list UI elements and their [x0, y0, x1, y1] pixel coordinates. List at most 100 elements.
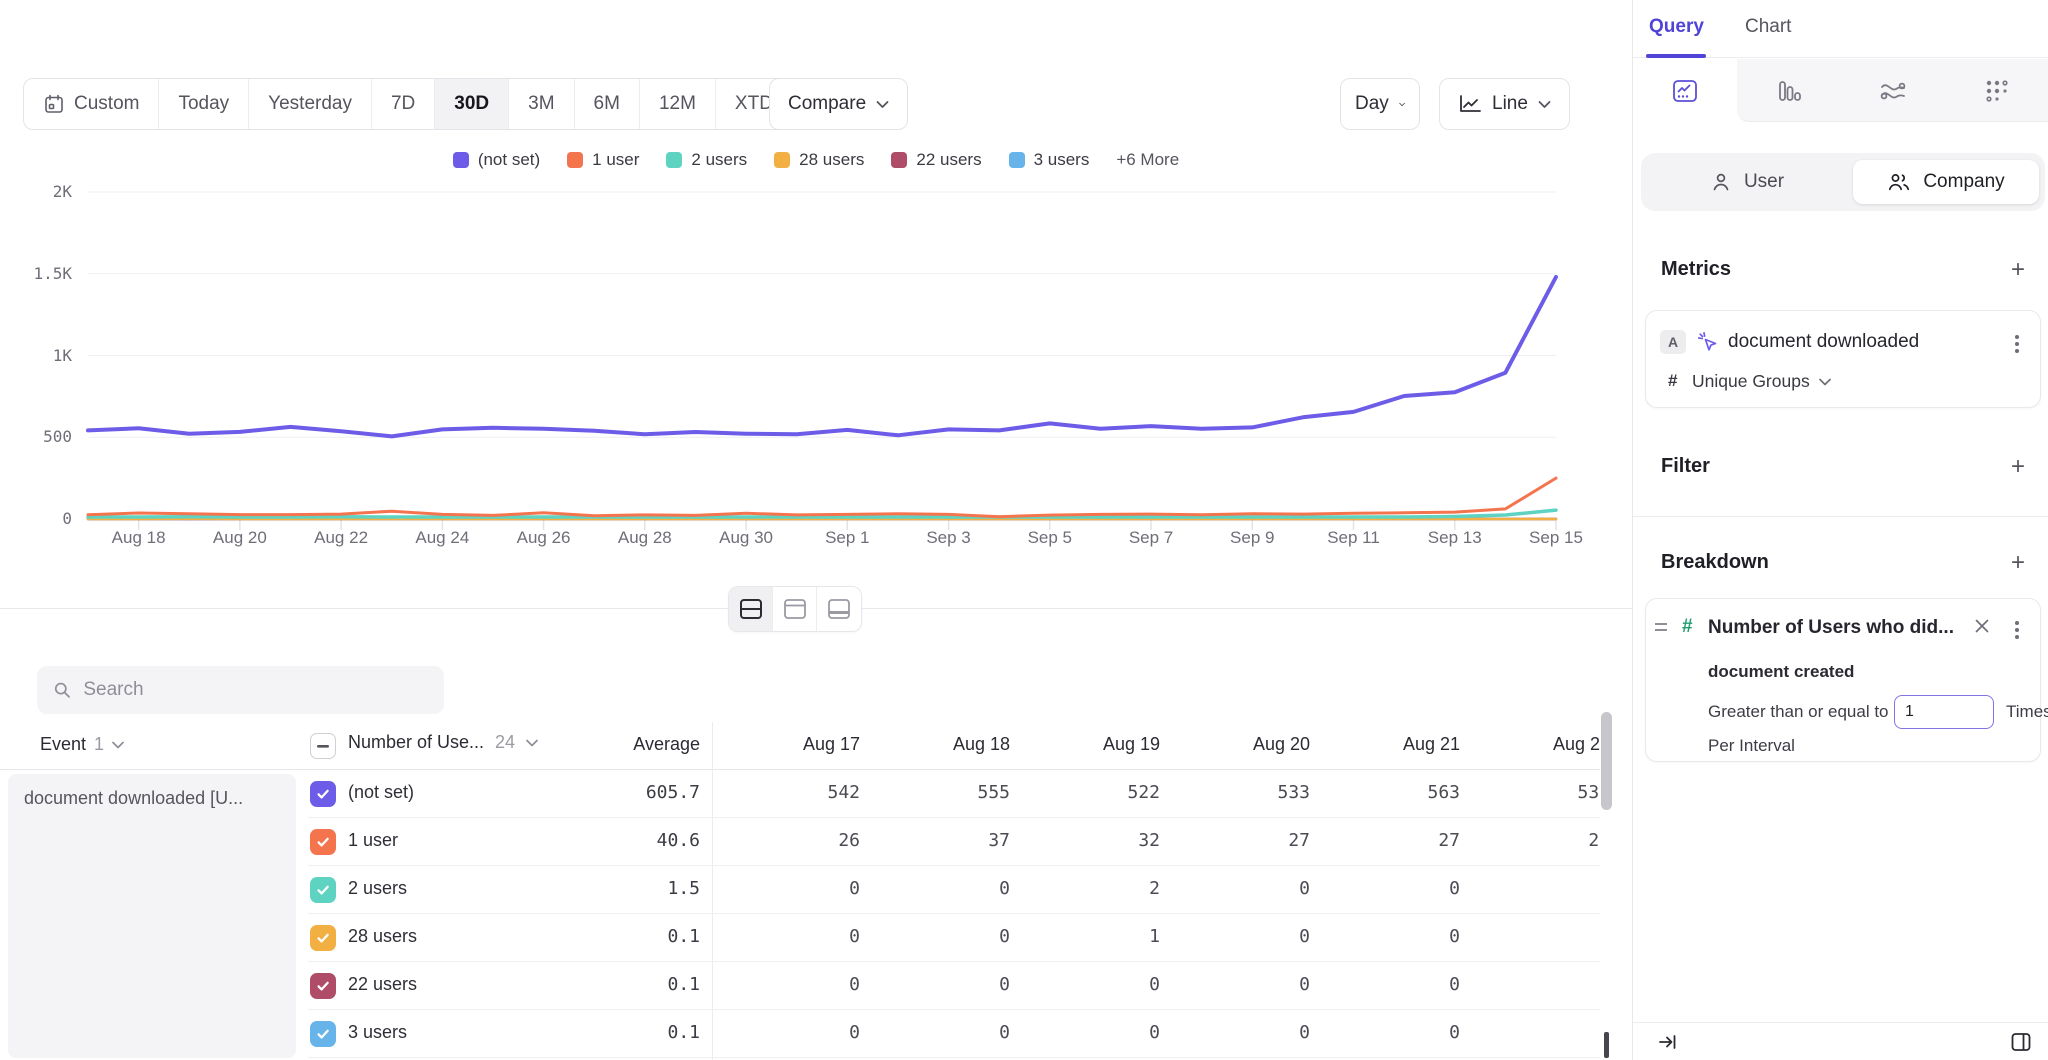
add-filter-button[interactable]: +	[2004, 453, 2032, 481]
dots-grid-icon	[1984, 78, 2010, 104]
row-label: 1 user	[348, 830, 398, 851]
breakdown-title[interactable]: Number of Users who did...	[1708, 617, 1954, 639]
row-value: 0	[1168, 1022, 1310, 1043]
query-panel: Query Chart User	[1632, 0, 2048, 1060]
layout-split-icon	[738, 597, 764, 621]
row-checkbox[interactable]	[310, 781, 336, 807]
chevron-down-icon	[1819, 378, 1831, 386]
row-value: 28	[1468, 830, 1600, 851]
series-header-count: 24	[495, 732, 515, 753]
x-axis-label: Sep 15	[1516, 528, 1596, 548]
row-value: 32	[1018, 830, 1160, 851]
sidebar-layout-icon[interactable]	[2009, 1030, 2033, 1054]
row-value: 0	[868, 974, 1010, 995]
row-value: 0	[868, 878, 1010, 899]
metric-menu-button[interactable]	[2006, 335, 2028, 353]
tab-flow-chart[interactable]	[1841, 59, 1945, 122]
scope-toggle: User Company	[1641, 153, 2045, 211]
check-icon	[316, 835, 330, 849]
results-table: Event 1 Number of Use... 24 Average Aug …	[0, 722, 1600, 1060]
drag-handle-icon[interactable]	[1655, 623, 1667, 631]
event-header-count: 1	[94, 734, 104, 755]
date-column-header[interactable]: Aug 20	[1168, 734, 1310, 755]
add-breakdown-button[interactable]: +	[2004, 549, 2032, 577]
date-column-header[interactable]: Aug 17	[718, 734, 860, 755]
row-value: 27	[1318, 830, 1460, 851]
chart-type-tabs	[1633, 59, 2048, 122]
row-average: 605.7	[560, 782, 700, 803]
breakdown-menu-button[interactable]	[2006, 621, 2028, 639]
x-axis-label: Sep 9	[1212, 528, 1292, 548]
row-value: 0	[1318, 1022, 1460, 1043]
panel-toggle-icon[interactable]	[1604, 1032, 1609, 1058]
metric-name: document downloaded	[1728, 331, 1919, 353]
bar-chart-icon	[1775, 78, 1803, 104]
series-header-label: Number of Use...	[348, 732, 484, 753]
row-value: 0	[1318, 974, 1460, 995]
y-axis-label: 1.5K	[14, 264, 72, 283]
tab-line-chart[interactable]	[1633, 59, 1737, 122]
chevron-down-icon	[526, 739, 538, 747]
times-input[interactable]	[1894, 695, 1994, 729]
layout-split-button[interactable]	[729, 587, 773, 631]
x-axis-label: Aug 30	[706, 528, 786, 548]
row-checkbox[interactable]	[310, 877, 336, 903]
tab-chart[interactable]: Chart	[1745, 16, 1791, 38]
row-checkbox[interactable]	[310, 925, 336, 951]
date-column-header[interactable]: Aug 21	[1318, 734, 1460, 755]
row-value: 0	[868, 926, 1010, 947]
chevron-down-icon	[112, 741, 124, 749]
row-label: 28 users	[348, 926, 417, 947]
row-checkbox[interactable]	[310, 973, 336, 999]
measure-dropdown[interactable]: Unique Groups	[1692, 371, 1831, 392]
row-value: 0	[718, 1022, 860, 1043]
row-value: 1	[1018, 926, 1160, 947]
row-value: 27	[1168, 830, 1310, 851]
row-average: 1.5	[560, 878, 700, 899]
line-chart-icon	[1671, 78, 1699, 104]
breakdown-heading: Breakdown	[1661, 551, 1769, 574]
breakdown-event[interactable]: document created	[1708, 662, 1854, 682]
layout-toggle-group	[728, 586, 862, 632]
x-axis-label: Sep 3	[909, 528, 989, 548]
tab-query[interactable]: Query	[1649, 16, 1704, 38]
table-scrollbar[interactable]	[1601, 712, 1612, 810]
table-row: 1 user40.6263732272728	[0, 818, 1600, 866]
collapse-panel-icon[interactable]	[1657, 1031, 1679, 1053]
row-value: 555	[868, 782, 1010, 803]
per-interval-label[interactable]: Per Interval	[1708, 736, 1795, 756]
times-unit-label: Times	[2006, 702, 2048, 722]
x-axis-label: Sep 13	[1415, 528, 1495, 548]
row-divider	[308, 1057, 1600, 1058]
close-icon[interactable]	[1974, 618, 1990, 634]
tab-bar-chart[interactable]	[1737, 59, 1841, 122]
layout-bottom-button[interactable]	[817, 587, 861, 631]
check-icon	[316, 979, 330, 993]
date-column-header[interactable]: Aug 22	[1468, 734, 1600, 755]
scope-user-label: User	[1744, 171, 1784, 193]
check-icon	[316, 1027, 330, 1041]
search-input[interactable]	[83, 679, 428, 701]
metric-card[interactable]: A document downloaded # Unique Groups	[1645, 310, 2041, 408]
series-column-header[interactable]: Number of Use... 24	[348, 732, 538, 753]
row-checkbox[interactable]	[310, 829, 336, 855]
date-column-header[interactable]: Aug 18	[868, 734, 1010, 755]
tab-dots-grid[interactable]	[1945, 59, 2048, 122]
row-label: (not set)	[348, 782, 414, 803]
x-axis-label: Aug 28	[605, 528, 685, 548]
table-row: 28 users0.1001000	[0, 914, 1600, 962]
layout-top-icon	[782, 597, 808, 621]
breakdown-condition[interactable]: Greater than or equal to	[1708, 702, 1889, 722]
panel-footer	[1633, 1022, 2048, 1060]
date-column-header[interactable]: Aug 19	[1018, 734, 1160, 755]
select-all-checkbox[interactable]	[310, 733, 336, 759]
row-checkbox[interactable]	[310, 1021, 336, 1047]
flow-chart-icon	[1878, 78, 1908, 104]
scope-company-option[interactable]: Company	[1853, 160, 2039, 204]
add-metric-button[interactable]: +	[2004, 256, 2032, 284]
scope-user-option[interactable]: User	[1641, 153, 1853, 211]
active-tab-underline	[1646, 54, 1706, 58]
search-icon	[53, 680, 71, 700]
layout-top-button[interactable]	[773, 587, 817, 631]
event-column-header[interactable]: Event 1	[40, 734, 124, 755]
